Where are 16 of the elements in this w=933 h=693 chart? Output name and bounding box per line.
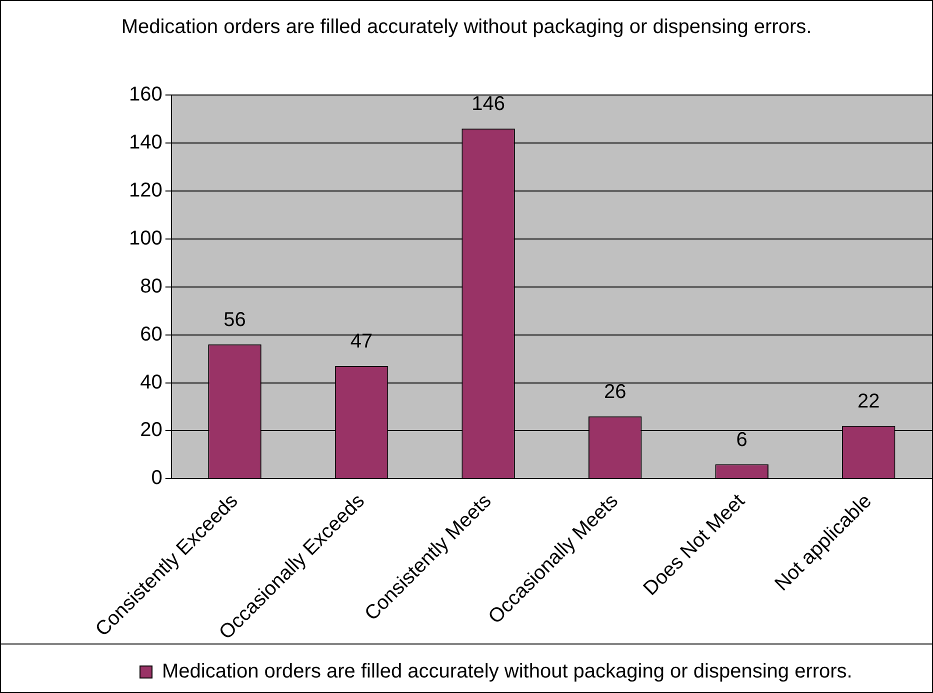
y-tick-label: 80 bbox=[140, 275, 162, 298]
y-tick-label: 140 bbox=[128, 131, 162, 154]
y-tick-label: 120 bbox=[128, 179, 162, 202]
y-tick-label: 160 bbox=[128, 84, 162, 106]
y-tick-label: 40 bbox=[140, 371, 162, 394]
y-tick-label: 20 bbox=[140, 419, 162, 442]
legend-label: Medication orders are filled accurately without packaging or dispensing errors. bbox=[162, 660, 852, 683]
chart-title: Medication orders are filled accurately without packaging or dispensing errors. bbox=[120, 15, 813, 40]
y-tick-label: 60 bbox=[140, 323, 162, 346]
data-label: 6 bbox=[736, 428, 748, 451]
data-label: 146 bbox=[472, 93, 505, 116]
y-tick-label: 100 bbox=[128, 227, 162, 250]
data-label: 22 bbox=[857, 390, 880, 412]
y-tick-label: 0 bbox=[151, 467, 162, 490]
data-label: 56 bbox=[224, 308, 246, 331]
data-label: 26 bbox=[604, 380, 626, 403]
